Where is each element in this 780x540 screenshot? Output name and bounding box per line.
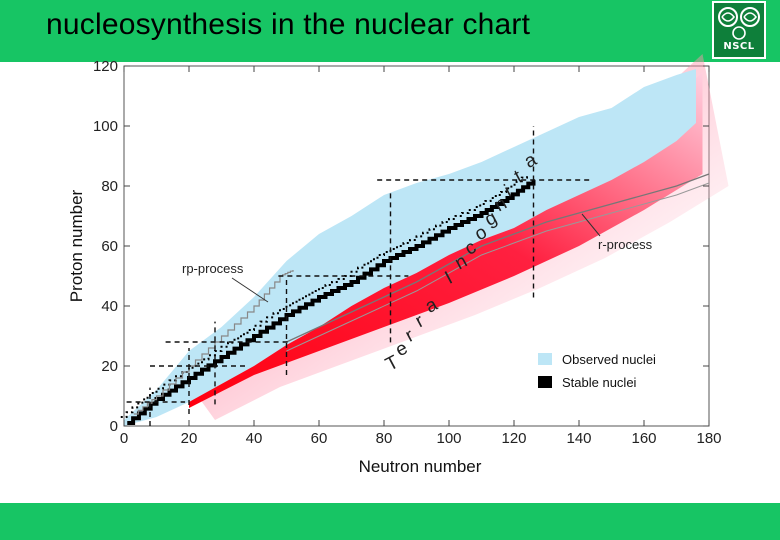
stable-nuclei-line [127, 180, 536, 425]
x-tick-label: 160 [631, 430, 656, 447]
x-tick-label: 80 [376, 430, 393, 447]
logo-text: NSCL [723, 41, 755, 52]
x-tick-label: 60 [311, 430, 328, 447]
legend-stable-swatch [538, 376, 552, 388]
y-tick-label: 120 [93, 58, 118, 75]
y-tick-label: 100 [93, 118, 118, 135]
r-process-label: r-process [598, 237, 653, 252]
x-tick-label: 100 [436, 430, 461, 447]
x-tick-label: 120 [501, 430, 526, 447]
nuclear-chart: 0 20 40 60 80 100 120 140 160 180020406080100120 … [67, 54, 729, 476]
y-tick-label: 40 [101, 298, 118, 315]
x-tick-label: 20 [181, 430, 198, 447]
y-tick-label: 0 [110, 418, 118, 435]
nscl-swirl-icon [718, 7, 760, 40]
magic-number-lines [126, 126, 591, 426]
legend-observed-label: Observed nuclei [562, 352, 656, 367]
y-axis-title: Proton number [67, 189, 86, 302]
legend-stable-label: Stable nuclei [562, 375, 637, 390]
nscl-logo: NSCL [712, 1, 766, 59]
y-tick-label: 80 [101, 178, 118, 195]
r-process-pointer [581, 213, 601, 237]
footer-bar [0, 503, 780, 540]
legend-observed-swatch [538, 353, 552, 365]
x-tick-label: 40 [246, 430, 263, 447]
terra-incognita-band [189, 72, 703, 408]
rp-process-label: rp-process [182, 261, 244, 276]
y-tick-label: 20 [101, 358, 118, 375]
legend: Observed nuclei Stable nuclei [538, 352, 656, 390]
x-axis-title: Neutron number [359, 457, 482, 476]
title-bar [0, 0, 780, 62]
y-tick-label: 60 [101, 238, 118, 255]
r-process-path [286, 173, 710, 343]
x-tick-label: 0 [120, 430, 128, 447]
x-tick-label: 180 [696, 430, 721, 447]
slide-title: nucleosynthesis in the nuclear chart [46, 8, 531, 41]
x-tick-label: 140 [566, 430, 591, 447]
axis-ticks: 0 20 40 60 80 100 120 140 160 180 0 20 40 60 80 100 120 [93, 58, 722, 447]
r-process-path-lower [286, 182, 710, 352]
rp-process-pointer [231, 277, 269, 303]
